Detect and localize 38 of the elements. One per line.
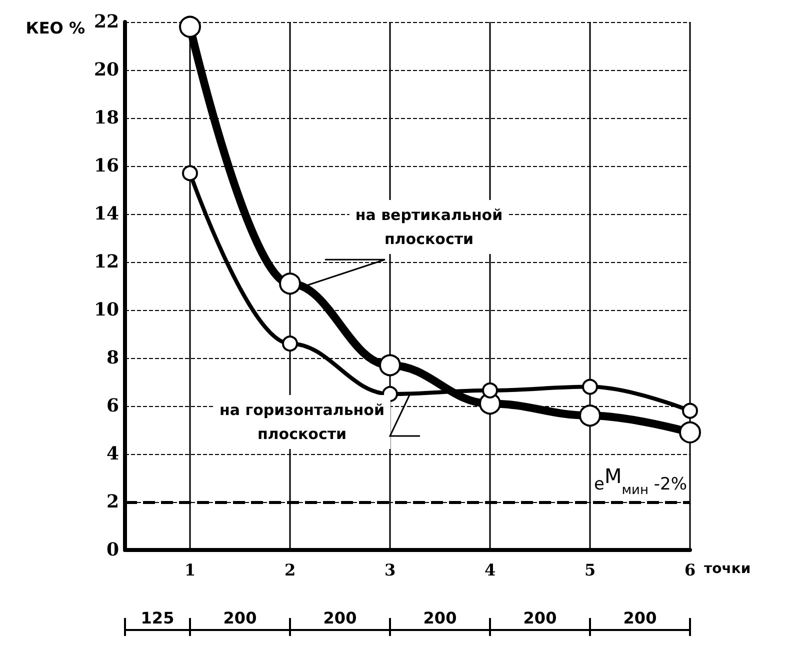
y-tick-label: 0 <box>106 540 119 560</box>
text: 125 <box>140 608 174 628</box>
point <box>579 404 601 427</box>
x-tick-label: 3 <box>384 560 396 580</box>
point <box>379 354 401 376</box>
y-tick-label: 2 <box>106 492 119 512</box>
point <box>282 336 298 352</box>
x-tick-label: 5 <box>584 560 596 580</box>
y-tick-label: 20 <box>94 60 119 80</box>
x-axis-title: точки <box>704 561 751 577</box>
series-label: на горизонтальной плоскости <box>220 401 384 443</box>
text: на вертикальной плоскости <box>355 206 503 248</box>
y-tick-label: 16 <box>94 156 119 176</box>
y-tick-label: 18 <box>94 108 119 128</box>
y-tick-label: 14 <box>94 204 119 224</box>
point <box>279 272 301 295</box>
point <box>482 382 498 398</box>
text: 200 <box>623 608 657 628</box>
point <box>682 402 698 419</box>
y-axis-title: КЕО % <box>26 18 85 38</box>
x-tick-label: 4 <box>484 560 496 580</box>
text: 200 <box>523 608 557 628</box>
x-tick-label: 1 <box>184 560 196 580</box>
x-tick-label: 2 <box>284 560 296 580</box>
x-tick-label: 6 <box>684 560 696 580</box>
text: 200 <box>423 608 457 628</box>
y-tick-label: 6 <box>106 396 119 416</box>
text: 200 <box>323 608 357 628</box>
y-tick-label: 12 <box>94 252 119 272</box>
point <box>182 165 198 182</box>
point <box>679 421 701 444</box>
point <box>582 378 598 395</box>
y-tick-label: 4 <box>106 444 119 464</box>
point <box>179 16 201 38</box>
text: 200 <box>223 608 257 628</box>
y-tick-label: 8 <box>106 348 119 368</box>
y-tick-label: 22 <box>94 12 119 32</box>
y-tick-label: 10 <box>94 300 119 320</box>
